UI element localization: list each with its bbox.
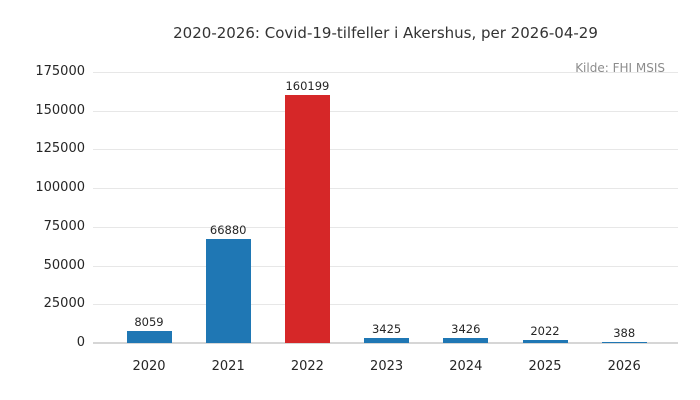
bar-2021 [205,239,251,343]
bar-value-label-2024: 3426 [451,322,481,336]
gridline [93,149,678,151]
gridline [93,72,678,73]
bar-value-label-2020: 8059 [134,315,164,329]
bar-2025 [522,340,568,343]
bar-value-label-2025: 2022 [530,324,560,338]
gridline [93,265,678,267]
x-tick-label-2020: 2020 [132,359,166,374]
y-tick-label: 150000 [35,102,85,118]
y-tick-label: 125000 [35,141,85,157]
y-tick-label: 75000 [43,218,85,234]
y-tick-label: 175000 [35,64,85,79]
y-tick-label: 25000 [43,296,85,312]
bar-value-label-2022: 160199 [285,79,330,93]
bar-2026 [601,342,647,343]
y-tick-label: 100000 [35,180,85,196]
bar-value-label-2021: 66880 [209,223,247,237]
bar-value-label-2026: 388 [613,326,636,340]
zero-gridline [93,342,678,344]
x-tick-label-2021: 2021 [211,359,245,374]
x-tick-label-2024: 2024 [449,359,483,374]
bar-2022 [284,95,330,343]
gridline [93,226,678,228]
x-tick-label-2025: 2025 [528,359,562,374]
bar-2024 [443,338,489,343]
y-tick-label: 50000 [43,257,85,273]
gridline [93,304,678,306]
chart-title: 2020-2026: Covid-19-tilfeller i Akershus… [173,24,598,42]
bar-2020 [126,331,172,343]
x-tick-label-2022: 2022 [290,359,324,374]
y-tick-label: 0 [76,335,85,350]
gridline [93,110,678,112]
x-tick-label-2023: 2023 [370,359,404,374]
bar-2023 [364,338,410,343]
gridline [93,188,678,190]
bar-value-label-2023: 3425 [371,322,402,336]
source-note: Kilde: FHI MSIS [575,61,665,75]
x-tick-label-2026: 2026 [607,359,641,374]
